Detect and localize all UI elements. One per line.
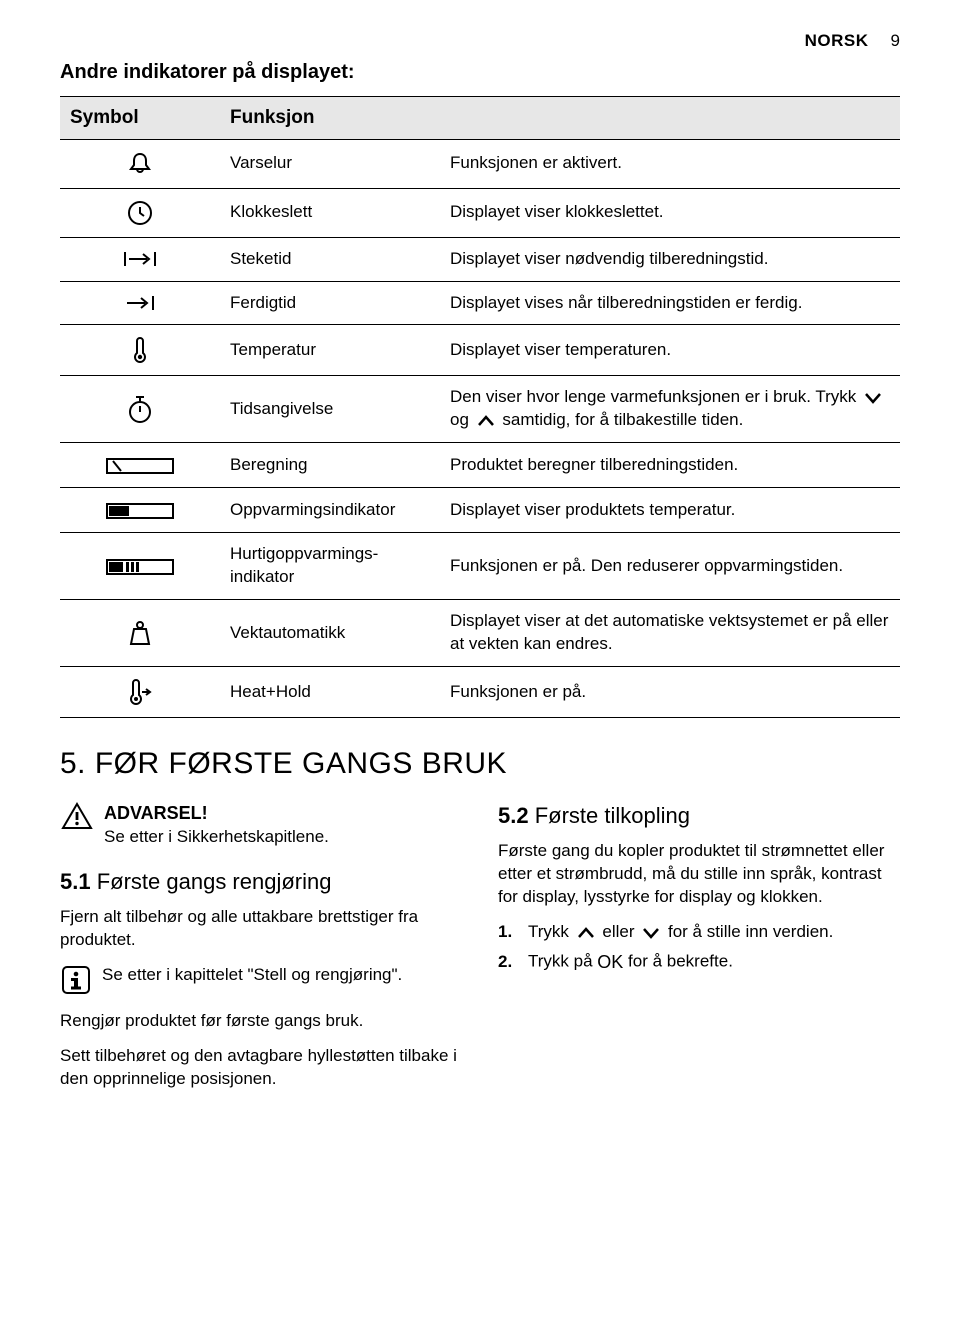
clock-icon <box>126 199 154 227</box>
warning-block: ADVARSEL! Se etter i Sikkerhetskapitlene… <box>60 801 462 849</box>
step-text: for å bekrefte. <box>628 952 733 971</box>
header-language: NORSK <box>805 30 869 53</box>
row-name: Varselur <box>220 139 440 188</box>
weight-icon <box>128 619 152 647</box>
progress-calc-icon <box>104 453 176 477</box>
row-name: Oppvarmingsindikator <box>220 488 440 533</box>
step-number: 1. <box>498 921 520 944</box>
col-symbol-header: Symbol <box>60 96 220 139</box>
row-desc: Den viser hvor lenge varmefunksjonen er … <box>440 376 900 443</box>
chevron-up-icon <box>576 926 596 940</box>
subsection-5-1-heading: 5.1 Første gangs rengjøring <box>60 867 462 897</box>
end-time-icon <box>123 292 157 314</box>
warning-heading: ADVARSEL! <box>104 803 208 823</box>
col-function-header: Funksjon <box>220 96 900 139</box>
step-text: for å stille inn verdien. <box>668 922 833 941</box>
page-header: NORSK 9 <box>60 30 900 53</box>
table-row: Heat+Hold Funksjonen er på. <box>60 667 900 718</box>
desc-part: og <box>450 410 474 429</box>
subsection-5-2-heading: 5.2 Første tilkopling <box>498 801 900 831</box>
left-column: ADVARSEL! Se etter i Sikkerhetskapitlene… <box>60 801 462 1103</box>
row-name: Klokkeslett <box>220 188 440 237</box>
ok-label: OK <box>597 952 623 972</box>
table-row: Vektautomatikk Displayet viser at det au… <box>60 600 900 667</box>
table-row: Ferdigtid Displayet vises når tilberedni… <box>60 281 900 325</box>
sub-title: Første tilkopling <box>535 803 690 828</box>
row-desc: Funksjonen er på. Den reduserer oppvarmi… <box>440 533 900 600</box>
row-name: Tidsangivelse <box>220 376 440 443</box>
chevron-down-icon <box>863 391 883 405</box>
duration-icon <box>121 248 159 270</box>
row-desc: Displayet viser temperaturen. <box>440 325 900 376</box>
row-name: Ferdigtid <box>220 281 440 325</box>
step-number: 2. <box>498 951 520 974</box>
warning-body: Se etter i Sikkerhetskapitlene. <box>104 827 329 846</box>
intro-heading: Andre indikatorer på displayet: <box>60 59 900 86</box>
info-block: Se etter i kapittelet "Stell og rengjøri… <box>60 964 462 996</box>
step-text: eller <box>602 922 639 941</box>
table-row: Hurtigoppvarmings-indikator Funksjonen e… <box>60 533 900 600</box>
steps-list: 1. Trykk eller for å stille inn verdien.… <box>498 921 900 974</box>
step-item: 2. Trykk på OK for å bekrefte. <box>498 950 900 974</box>
row-desc: Funksjonen er på. <box>440 667 900 718</box>
row-name: Vektautomatikk <box>220 600 440 667</box>
header-page-number: 9 <box>891 30 900 53</box>
right-column: 5.2 Første tilkopling Første gang du kop… <box>498 801 900 1103</box>
step-text: Trykk <box>528 922 574 941</box>
table-row: Steketid Displayet viser nødvendig tilbe… <box>60 237 900 281</box>
row-desc: Displayet vises når tilberedningstiden e… <box>440 281 900 325</box>
heat-indicator-icon <box>104 498 176 522</box>
symbol-table: Symbol Funksjon Varselur Funksjonen er a… <box>60 96 900 718</box>
sub-number: 5.2 <box>498 803 529 828</box>
row-desc: Displayet viser klokkeslettet. <box>440 188 900 237</box>
s51-p2: Rengjør produktet før første gangs bruk. <box>60 1010 462 1033</box>
stopwatch-icon <box>126 393 154 425</box>
desc-part: samtidig, for å tilbakestille tiden. <box>502 410 743 429</box>
row-name: Hurtigoppvarmings-indikator <box>220 533 440 600</box>
row-name: Steketid <box>220 237 440 281</box>
section-5-title: 5. FØR FØRSTE GANGS BRUK <box>60 744 900 785</box>
chevron-up-icon <box>476 414 496 428</box>
fast-heat-indicator-icon <box>104 554 176 578</box>
step-item: 1. Trykk eller for å stille inn verdien. <box>498 921 900 944</box>
row-desc: Displayet viser at det automatiske vekts… <box>440 600 900 667</box>
table-row: Temperatur Displayet viser temperaturen. <box>60 325 900 376</box>
info-text: Se etter i kapittelet "Stell og rengjøri… <box>102 964 402 987</box>
table-row: Oppvarmingsindikator Displayet viser pro… <box>60 488 900 533</box>
table-row: Tidsangivelse Den viser hvor lenge varme… <box>60 376 900 443</box>
section-5-columns: ADVARSEL! Se etter i Sikkerhetskapitlene… <box>60 801 900 1103</box>
table-row: Klokkeslett Displayet viser klokkeslette… <box>60 188 900 237</box>
row-name: Beregning <box>220 443 440 488</box>
chevron-down-icon <box>641 926 661 940</box>
row-name: Temperatur <box>220 325 440 376</box>
sub-number: 5.1 <box>60 869 91 894</box>
row-desc: Displayet viser nødvendig tilberedningst… <box>440 237 900 281</box>
thermometer-icon <box>131 335 149 365</box>
s51-p3: Sett tilbehøret og den avtagbare hyllest… <box>60 1045 462 1091</box>
row-desc: Displayet viser produktets temperatur. <box>440 488 900 533</box>
sub-title: Første gangs rengjøring <box>97 869 332 894</box>
s51-p1: Fjern alt tilbehør og alle uttakbare bre… <box>60 906 462 952</box>
step-text: Trykk på <box>528 952 597 971</box>
table-row: Varselur Funksjonen er aktivert. <box>60 139 900 188</box>
bell-icon <box>126 150 154 178</box>
warning-triangle-icon <box>60 801 94 831</box>
info-box-icon <box>60 964 92 996</box>
heat-hold-icon <box>127 677 153 707</box>
row-desc: Produktet beregner tilberedningstiden. <box>440 443 900 488</box>
table-row: Beregning Produktet beregner tilberednin… <box>60 443 900 488</box>
s52-p1: Første gang du kopler produktet til strø… <box>498 840 900 909</box>
desc-part: Den viser hvor lenge varmefunksjonen er … <box>450 388 861 407</box>
row-desc: Funksjonen er aktivert. <box>440 139 900 188</box>
row-name: Heat+Hold <box>220 667 440 718</box>
